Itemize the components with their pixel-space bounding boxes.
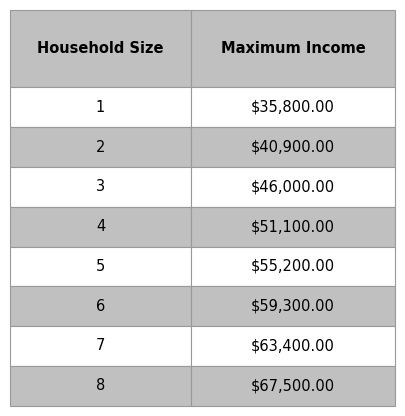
Bar xyxy=(10,326,191,366)
Text: $51,100.00: $51,100.00 xyxy=(251,219,335,234)
Text: $55,200.00: $55,200.00 xyxy=(251,259,335,274)
Text: 2: 2 xyxy=(96,140,105,155)
Bar xyxy=(10,286,191,326)
Text: Household Size: Household Size xyxy=(37,42,164,57)
Text: $35,800.00: $35,800.00 xyxy=(251,100,335,115)
Text: 4: 4 xyxy=(96,219,105,234)
Text: 7: 7 xyxy=(96,339,105,354)
Bar xyxy=(10,10,191,87)
Text: $59,300.00: $59,300.00 xyxy=(251,299,335,314)
Bar xyxy=(191,127,395,167)
Bar xyxy=(10,167,191,207)
Bar xyxy=(10,127,191,167)
Text: $40,900.00: $40,900.00 xyxy=(251,140,335,155)
Bar xyxy=(191,366,395,406)
Text: 8: 8 xyxy=(96,378,105,393)
Bar xyxy=(191,87,395,127)
Text: 6: 6 xyxy=(96,299,105,314)
Text: 5: 5 xyxy=(96,259,105,274)
Bar xyxy=(191,207,395,247)
Text: $63,400.00: $63,400.00 xyxy=(251,339,335,354)
Bar xyxy=(10,366,191,406)
Bar xyxy=(191,167,395,207)
Bar xyxy=(191,247,395,286)
Bar xyxy=(191,286,395,326)
Text: 3: 3 xyxy=(96,179,105,194)
Bar xyxy=(10,87,191,127)
Text: $67,500.00: $67,500.00 xyxy=(251,378,335,393)
Text: $46,000.00: $46,000.00 xyxy=(251,179,335,194)
Bar xyxy=(191,10,395,87)
Text: Maximum Income: Maximum Income xyxy=(221,42,365,57)
Bar xyxy=(10,247,191,286)
Text: 1: 1 xyxy=(96,100,105,115)
Bar xyxy=(191,326,395,366)
Bar xyxy=(10,207,191,247)
